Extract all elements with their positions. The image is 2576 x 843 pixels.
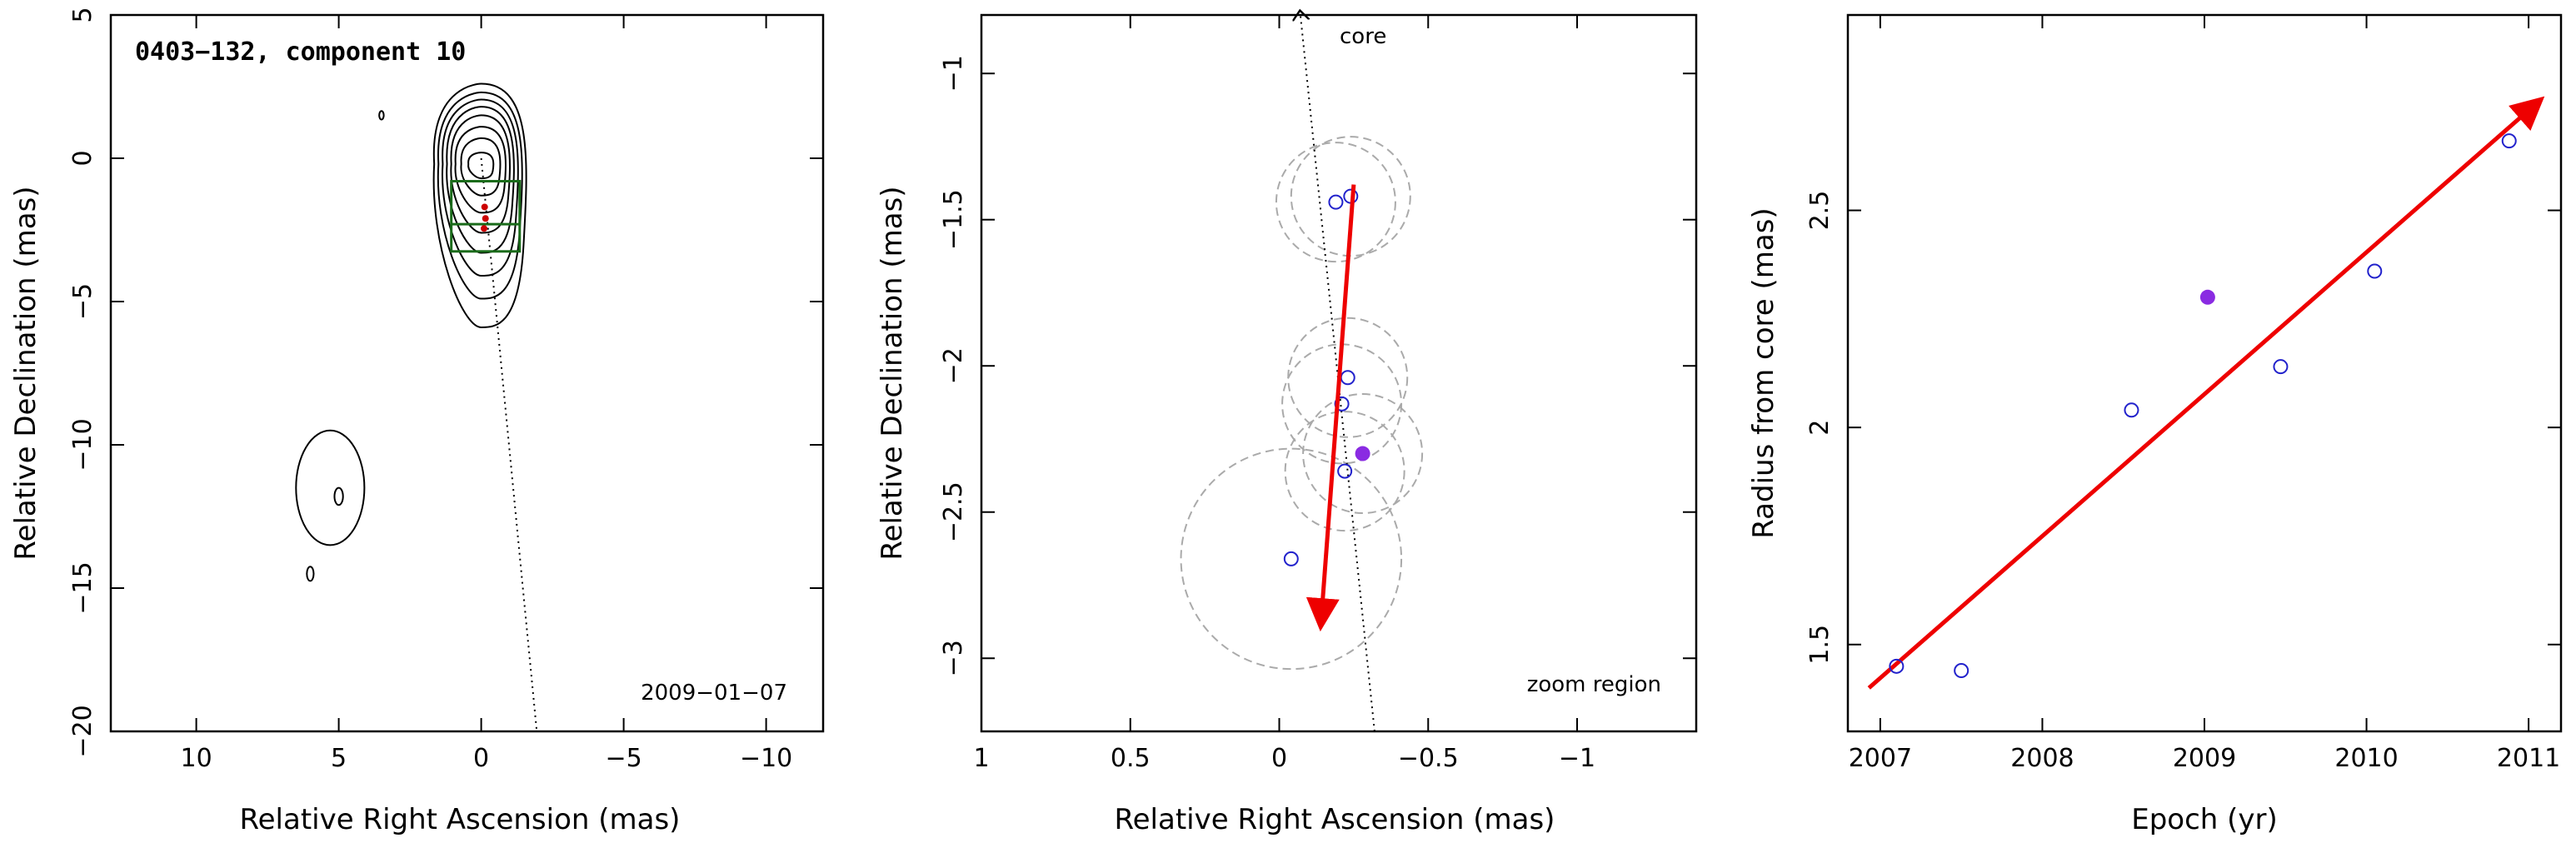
zoom-xtick-label: −1 (1559, 744, 1595, 773)
panel-contour-map: 10 5 0 −5 −10 5 0 −5 −10 −15 −20 0403−132, compone… (9, 7, 825, 836)
contour-title: 0403−132, component 10 (135, 37, 466, 67)
component-marker (482, 215, 489, 222)
zoom-ytick-label: −1 (939, 55, 968, 92)
contour-xtick-label: 10 (181, 744, 212, 773)
radius-y-label: Radius from core (mas) (1747, 207, 1780, 538)
contour-ytick-label: −15 (68, 561, 97, 614)
radius-xtick-label: 2010 (2334, 744, 2398, 773)
radius-xtick-label: 2011 (2497, 744, 2560, 773)
contour-level (450, 114, 511, 234)
position-point (1337, 463, 1353, 479)
position-point-current (1355, 446, 1370, 461)
radius-point (1954, 663, 1969, 679)
contour-level (460, 137, 502, 197)
error-circle (1302, 393, 1424, 515)
zoom-ytick-label: −2.5 (939, 481, 968, 542)
position-point (1328, 194, 1344, 210)
zoom-ytick-label: −1.5 (939, 189, 968, 250)
radius-x-label: Epoch (yr) (2131, 803, 2278, 836)
zoom-xtick-label: 0 (1271, 744, 1287, 773)
radius-ytick-label: 1.5 (1805, 625, 1835, 665)
contour-x-label: Relative Right Ascension (mas) (240, 803, 681, 836)
contour-blob (333, 486, 344, 506)
radius-xtick-label: 2009 (2173, 744, 2236, 773)
position-point (1334, 396, 1350, 412)
error-circle (1180, 447, 1403, 671)
radius-xtick-label: 2007 (1849, 744, 1912, 773)
contour-xtick-label: 0 (473, 744, 489, 773)
radius-plot-area (1867, 96, 2545, 690)
contour-ytick-label: −20 (68, 705, 97, 757)
contour-level (467, 152, 495, 180)
zoom-axes: 1 0.5 0 −0.5 −1 −1 −1.5 −2 −2.5 −3 (939, 15, 1696, 773)
zoom-x-label: Relative Right Ascension (mas) (1115, 803, 1555, 836)
position-point (1283, 551, 1299, 566)
contour-frame (109, 13, 825, 733)
radius-point (2501, 133, 2517, 149)
zoom-xtick-label: −0.5 (1398, 744, 1459, 773)
contour-plot-area (295, 82, 538, 732)
zoom-box (450, 180, 522, 253)
radius-frame (1846, 13, 2563, 733)
contour-xtick-label: 5 (331, 744, 347, 773)
radius-point (2367, 263, 2383, 279)
fit-line (1867, 96, 2545, 690)
radius-point (2273, 359, 2289, 375)
contour-ytick-label: −5 (68, 283, 97, 320)
contour-axes: 10 5 0 −5 −10 5 0 −5 −10 −15 −20 (68, 7, 823, 773)
component-marker (481, 203, 488, 211)
position-point (1340, 370, 1355, 386)
radius-point (1889, 658, 1905, 674)
core-label: core (1340, 24, 1386, 49)
contour-y-label: Relative Declination (mas) (9, 186, 42, 560)
error-circle (1275, 142, 1396, 263)
contour-blob (378, 110, 385, 121)
core-direction-line (1300, 12, 1375, 732)
zoom-y-label: Relative Declination (mas) (876, 186, 909, 560)
zoom-ytick-label: −3 (939, 640, 968, 676)
zoom-frame (980, 13, 1698, 733)
error-circle (1284, 411, 1405, 532)
radius-ytick-label: 2.5 (1805, 191, 1835, 231)
contour-blob (295, 429, 366, 546)
panel-radius-vs-epoch: 2007 2008 2009 2010 2011 1.5 2 2.5 Epoch (yr) R… (1747, 13, 2563, 836)
panel-zoom-region: 1 0.5 0 −0.5 −1 −1 −1.5 −2 −2.5 −3 core zoom regi… (876, 12, 1698, 836)
radius-point (2124, 402, 2139, 418)
contour-blob (306, 566, 315, 582)
zoom-xtick-label: 1 (973, 744, 989, 773)
radius-ytick-label: 2 (1805, 420, 1835, 436)
zoom-region-label: zoom region (1527, 672, 1661, 697)
radius-axes: 2007 2008 2009 2010 2011 1.5 2 2.5 (1805, 15, 2561, 773)
zoom-plot-area (1180, 12, 1424, 732)
contour-ytick-label: −10 (68, 418, 97, 471)
contour-level (454, 126, 507, 214)
contour-level (441, 98, 519, 277)
contour-xtick-label: −5 (605, 744, 642, 773)
contour-ytick-label: 5 (68, 7, 97, 22)
error-circle (1287, 317, 1409, 438)
contour-xtick-label: −10 (740, 744, 792, 773)
component-marker (481, 225, 488, 232)
zoom-ytick-label: −2 (939, 347, 968, 384)
radius-point-current (2199, 289, 2215, 305)
jet-axis-line (480, 157, 538, 732)
radius-xtick-label: 2008 (2010, 744, 2074, 773)
contour-ytick-label: 0 (68, 150, 97, 166)
contour-level (432, 82, 527, 328)
motion-vector (1305, 184, 1356, 632)
date-label: 2009−01−07 (641, 681, 787, 706)
contour-level (446, 106, 515, 254)
error-circle (1290, 136, 1411, 257)
zoom-xtick-label: 0.5 (1111, 744, 1151, 773)
contour-level (437, 91, 523, 300)
